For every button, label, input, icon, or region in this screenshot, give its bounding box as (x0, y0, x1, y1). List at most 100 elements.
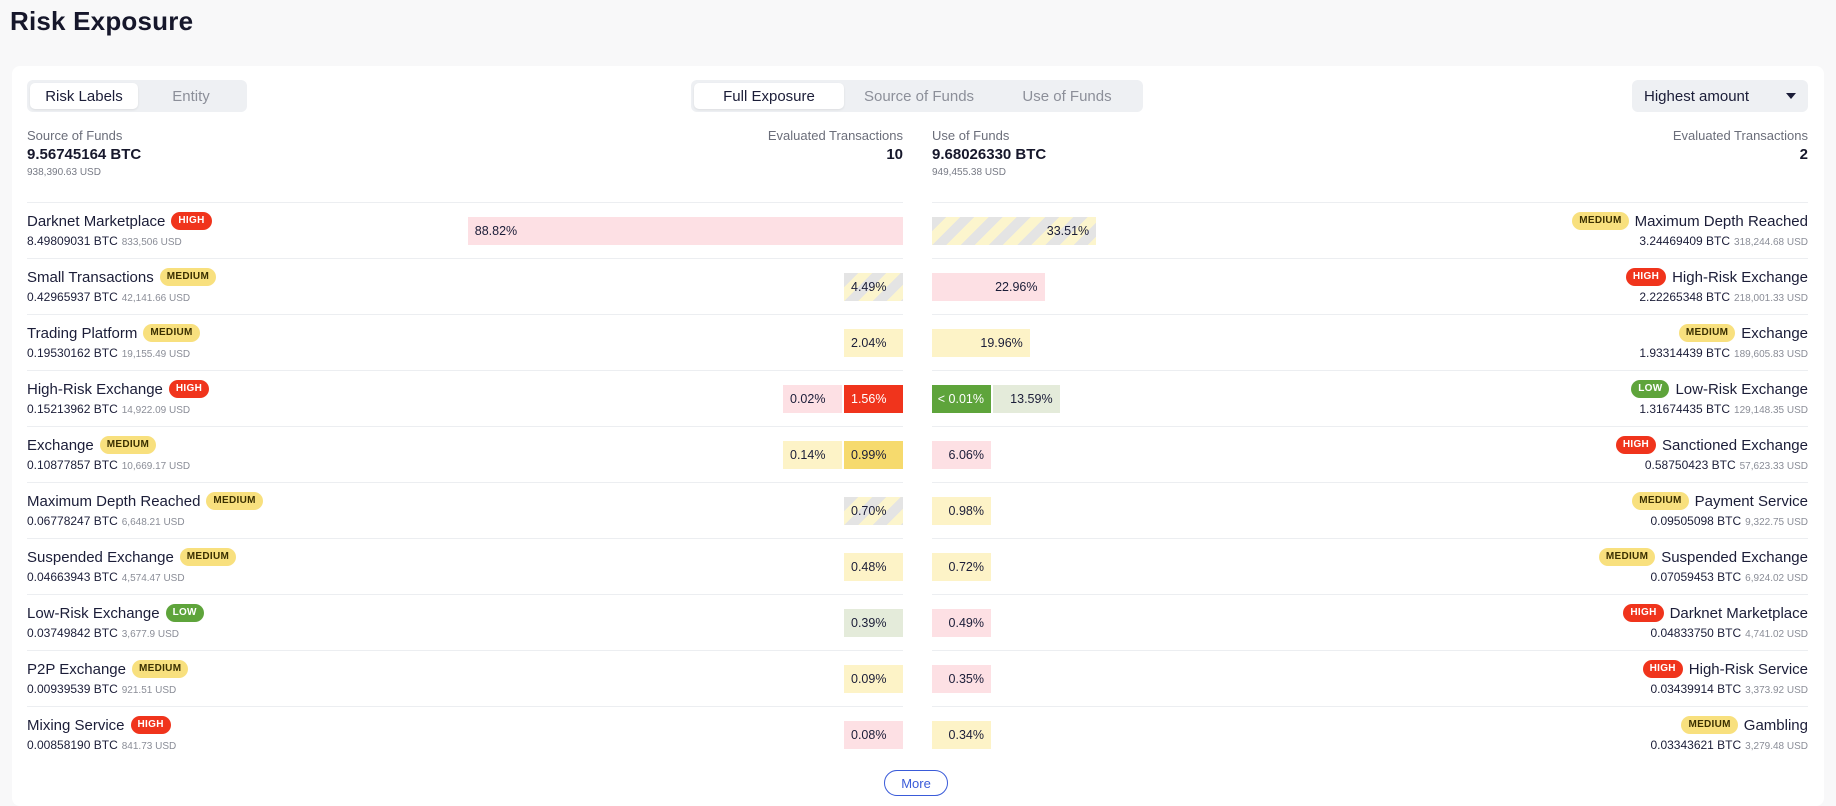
use-of-funds-tab[interactable]: Use of Funds (1022, 87, 1112, 105)
usd-amount: 833,506 USD (121, 237, 182, 248)
row-label: MEDIUM Payment Service (1632, 492, 1808, 510)
exposure-row[interactable]: 2.04% Trading Platform MEDIUM 0.19530162 BT… (27, 314, 903, 370)
exposure-row[interactable]: 0.39% Low-Risk Exchange LOW 0.03749842 BTC 3… (27, 594, 903, 650)
usd-amount: 921.51 USD (121, 685, 177, 696)
exposure-row[interactable]: < 0.01% 13.59% LOW Low-Risk Exchange 1.31674… (932, 370, 1808, 426)
row-label: HIGH Darknet Marketplace (1623, 604, 1808, 622)
row-label: MEDIUM Suspended Exchange (1598, 548, 1808, 566)
row-label: MEDIUM Exchange (1678, 324, 1808, 342)
row-label: Maximum Depth Reached MEDIUM (27, 492, 263, 510)
btc-amount: 0.03749842 BTC (27, 626, 118, 640)
source-eval-count: 10 (886, 146, 903, 163)
exposure-row[interactable]: 22.96% HIGH High-Risk Exchange 2.22265348 B… (932, 258, 1808, 314)
source-usd-total: 938,390.63 USD (27, 167, 101, 178)
btc-amount: 0.04833750 BTC (1650, 626, 1742, 640)
category-name: Trading Platform (27, 324, 138, 342)
row-amounts: 0.03439914 BTC 3,373.92 USD (1650, 682, 1808, 696)
exposure-bar: 2.04% (844, 329, 903, 357)
usd-amount: 57,623.33 USD (1739, 461, 1808, 472)
row-amounts: 0.09505098 BTC 9,322.75 USD (1650, 514, 1808, 528)
exposure-row[interactable]: 0.09% P2P Exchange MEDIUM 0.00939539 BTC 921… (27, 650, 903, 706)
source-of-funds-tab[interactable]: Source of Funds (863, 87, 975, 105)
btc-amount: 1.93314439 BTC (1639, 346, 1731, 360)
use-label: Use of Funds (932, 128, 1010, 143)
exposure-bar: 0.09% (844, 665, 903, 693)
row-label: HIGH High-Risk Service (1642, 660, 1808, 678)
usd-amount: 6,648.21 USD (121, 517, 185, 528)
row-label: Exchange MEDIUM (27, 436, 157, 454)
usd-amount: 841.73 USD (121, 741, 177, 752)
use-eval-count: 2 (1799, 146, 1808, 163)
exposure-row[interactable]: 0.70% Maximum Depth Reached MEDIUM 0.067782… (27, 482, 903, 538)
exposure-row[interactable]: 0.72% MEDIUM Suspended Exchange 0.07059453 … (932, 538, 1808, 594)
entity-tab[interactable]: Entity (172, 87, 210, 105)
exposure-row[interactable]: 0.08% Mixing Service HIGH 0.00858190 BTC 841… (27, 706, 903, 762)
more-button[interactable]: More (884, 770, 948, 796)
exposure-bar: 0.99% (844, 441, 903, 469)
exposure-row[interactable]: 4.49% Small Transactions MEDIUM 0.42965937 … (27, 258, 903, 314)
exposure-row[interactable]: 0.34% MEDIUM Gambling 0.03343621 BTC 3,279.4… (932, 706, 1808, 762)
row-label: Low-Risk Exchange LOW (27, 604, 204, 622)
row-amounts: 8.49809031 BTC 833,506 USD (27, 234, 182, 248)
source-summary: Source of Funds 9.56745164 BTC 938,390.6… (27, 128, 903, 188)
exposure-bar: 33.51% (932, 217, 1097, 245)
risk-exposure-card (12, 66, 1824, 806)
exposure-bar: 6.06% (932, 441, 991, 469)
exposure-bar: 0.35% (932, 665, 991, 693)
btc-amount: 0.00858190 BTC (27, 738, 118, 752)
exposure-row[interactable]: 1.56% 0.02% High-Risk Exchange HIGH 0.152139… (27, 370, 903, 426)
row-label: MEDIUM Gambling (1681, 716, 1808, 734)
risk-badge: HIGH (1615, 436, 1657, 454)
exposure-row[interactable]: 33.51% MEDIUM Maximum Depth Reached 3.24469… (932, 202, 1808, 258)
btc-amount: 0.00939539 BTC (27, 682, 118, 696)
usd-amount: 6,924.02 USD (1745, 573, 1808, 584)
row-amounts: 1.31674435 BTC 129,148.35 USD (1639, 402, 1808, 416)
source-label: Source of Funds (27, 128, 123, 143)
risk-badge: MEDIUM (143, 324, 200, 342)
row-label: Mixing Service HIGH (27, 716, 171, 734)
exposure-row[interactable]: 0.49% HIGH Darknet Marketplace 0.04833750 B… (932, 594, 1808, 650)
exposure-row[interactable]: 0.48% Suspended Exchange MEDIUM 0.04663943 … (27, 538, 903, 594)
usd-amount: 4,741.02 USD (1745, 629, 1808, 640)
risk-badge: MEDIUM (179, 548, 237, 566)
exposure-bar: 0.70% (844, 497, 903, 525)
risk-labels-tab[interactable]: Risk Labels (30, 83, 138, 109)
usd-amount: 129,148.35 USD (1734, 405, 1808, 416)
full-exposure-tab[interactable]: Full Exposure (694, 83, 844, 109)
category-name: Low-Risk Exchange (1675, 380, 1808, 398)
exposure-row[interactable]: 0.99% 0.14% Exchange MEDIUM 0.10877857 BTC 10… (27, 426, 903, 482)
row-label: HIGH Sanctioned Exchange (1615, 436, 1808, 454)
exposure-row[interactable]: 6.06% HIGH Sanctioned Exchange 0.58750423 B… (932, 426, 1808, 482)
category-name: Gambling (1743, 716, 1808, 734)
category-name: Maximum Depth Reached (1634, 212, 1808, 230)
category-name: Sanctioned Exchange (1662, 436, 1808, 454)
risk-badge: HIGH (168, 380, 210, 398)
btc-amount: 1.31674435 BTC (1639, 402, 1731, 416)
btc-amount: 0.09505098 BTC (1650, 514, 1742, 528)
view-toggle: Risk Labels Entity (27, 80, 247, 112)
use-usd-total: 949,455.38 USD (932, 167, 1006, 178)
row-label: LOW Low-Risk Exchange (1631, 380, 1808, 398)
exposure-row[interactable]: 0.98% MEDIUM Payment Service 0.09505098 BTC… (932, 482, 1808, 538)
exposure-bar: 19.96% (932, 329, 1030, 357)
btc-amount: 0.15213962 BTC (27, 402, 118, 416)
exposure-row[interactable]: 88.82% Darknet Marketplace HIGH 8.49809031 … (27, 202, 903, 258)
risk-badge: HIGH (171, 212, 212, 230)
usd-amount: 3,677.9 USD (121, 629, 179, 640)
exposure-row[interactable]: 0.35% HIGH High-Risk Service 0.03439914 BTC… (932, 650, 1808, 706)
row-amounts: 0.15213962 BTC 14,922.09 USD (27, 402, 190, 416)
exposure-bar: 0.08% (844, 721, 903, 749)
usd-amount: 42,141.66 USD (121, 293, 191, 304)
btc-amount: 0.19530162 BTC (27, 346, 118, 360)
sort-dropdown[interactable]: Highest amount (1632, 80, 1808, 112)
row-label: P2P Exchange MEDIUM (27, 660, 189, 678)
risk-badge: HIGH (1625, 268, 1667, 286)
row-amounts: 1.93314439 BTC 189,605.83 USD (1639, 346, 1808, 360)
usd-amount: 14,922.09 USD (121, 405, 191, 416)
row-label: High-Risk Exchange HIGH (27, 380, 210, 398)
exposure-bar: 4.49% (844, 273, 903, 301)
exposure-row[interactable]: 19.96% MEDIUM Exchange 1.93314439 BTC 189,60… (932, 314, 1808, 370)
usd-amount: 10,669.17 USD (121, 461, 191, 472)
use-eval-label: Evaluated Transactions (1672, 128, 1808, 143)
use-summary: Use of Funds 9.68026330 BTC 949,455.38 U… (932, 128, 1808, 188)
